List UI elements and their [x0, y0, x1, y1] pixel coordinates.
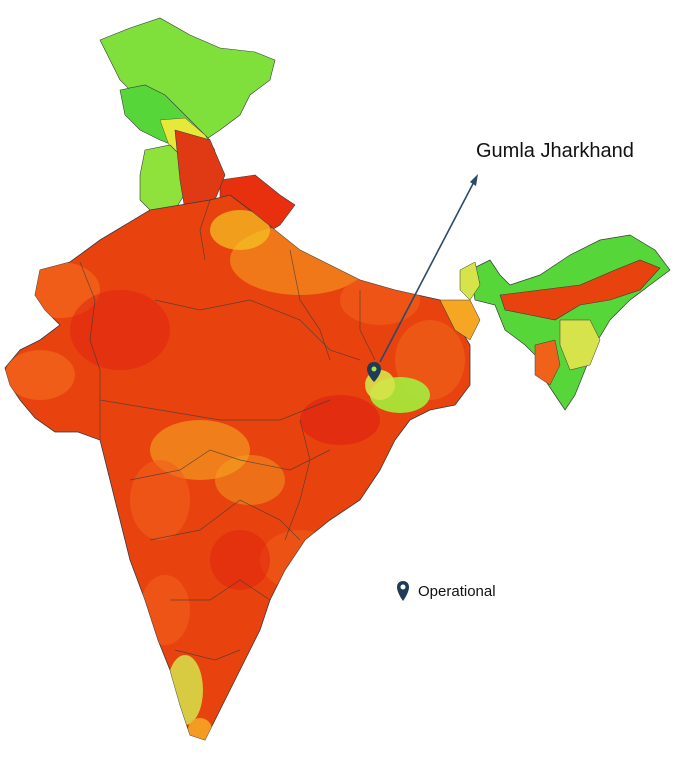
region-sikkim	[459, 261, 481, 301]
callout-label: Gumla Jharkhand	[476, 140, 634, 162]
region-west-bengal-north	[439, 299, 481, 341]
legend: Operational	[396, 580, 496, 602]
region-northeast-assam	[499, 259, 661, 321]
choropleth-patches	[5, 210, 465, 740]
location-pin-icon	[397, 581, 409, 601]
callout-arrowhead	[470, 174, 478, 186]
region-northeast-mix	[559, 319, 601, 371]
state-borders	[79, 199, 376, 661]
region-northeast-south	[534, 339, 561, 386]
legend-label: Operational	[418, 582, 496, 600]
callout-pointer-line	[379, 177, 477, 363]
location-pin-icon[interactable]	[367, 362, 381, 382]
